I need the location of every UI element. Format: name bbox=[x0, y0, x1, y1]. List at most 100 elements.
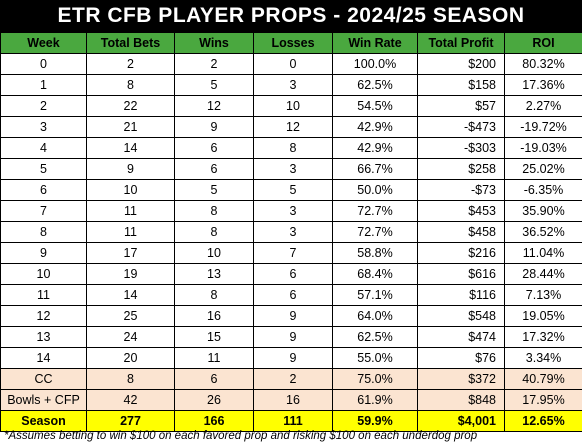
cell-total-bets: 11 bbox=[86, 200, 175, 222]
cell-total-bets: 8 bbox=[86, 74, 175, 96]
cell-total-bets: 17 bbox=[86, 242, 175, 264]
table-row: 1 8 5 3 62.5% $158 17.36% bbox=[0, 74, 582, 96]
cell-roi: 12.65% bbox=[504, 410, 582, 432]
cell-total-profit: $116 bbox=[417, 284, 505, 306]
cell-week: Season bbox=[0, 410, 87, 432]
cell-wins: 16 bbox=[174, 305, 254, 327]
cell-total-bets: 19 bbox=[86, 263, 175, 285]
col-header-wins: Wins bbox=[174, 32, 254, 54]
table-row: 9 17 10 7 58.8% $216 11.04% bbox=[0, 242, 582, 264]
cell-total-bets: 277 bbox=[86, 410, 175, 432]
cell-win-rate: 61.9% bbox=[332, 389, 418, 411]
cell-total-bets: 42 bbox=[86, 389, 175, 411]
table-row: 5 9 6 3 66.7% $258 25.02% bbox=[0, 158, 582, 180]
cell-win-rate: 42.9% bbox=[332, 116, 418, 138]
cell-roi: -19.03% bbox=[504, 137, 582, 159]
cell-wins: 10 bbox=[174, 242, 254, 264]
cell-win-rate: 75.0% bbox=[332, 368, 418, 390]
cell-week: 12 bbox=[0, 305, 87, 327]
table-row: 14 20 11 9 55.0% $76 3.34% bbox=[0, 347, 582, 369]
cell-week: 11 bbox=[0, 284, 87, 306]
season-total-row: Season 277 166 111 59.9% $4,001 12.65% bbox=[0, 410, 582, 432]
footnote: *Assumes betting to win $100 on each fav… bbox=[4, 430, 478, 442]
cell-wins: 6 bbox=[174, 368, 254, 390]
cell-roi: 36.52% bbox=[504, 221, 582, 243]
cell-roi: 80.32% bbox=[504, 53, 582, 75]
cell-week: 5 bbox=[0, 158, 87, 180]
cell-week: 8 bbox=[0, 221, 87, 243]
cell-total-profit: $258 bbox=[417, 158, 505, 180]
cell-roi: 11.04% bbox=[504, 242, 582, 264]
table-row: 6 10 5 5 50.0% -$73 -6.35% bbox=[0, 179, 582, 201]
cell-win-rate: 57.1% bbox=[332, 284, 418, 306]
col-header-losses: Losses bbox=[253, 32, 333, 54]
cell-roi: 19.05% bbox=[504, 305, 582, 327]
cell-total-bets: 9 bbox=[86, 158, 175, 180]
cell-losses: 8 bbox=[253, 137, 333, 159]
cell-total-bets: 25 bbox=[86, 305, 175, 327]
cell-week: 0 bbox=[0, 53, 87, 75]
cell-wins: 26 bbox=[174, 389, 254, 411]
cell-roi: 17.95% bbox=[504, 389, 582, 411]
table-title: ETR CFB PLAYER PROPS - 2024/25 SEASON bbox=[0, 0, 582, 32]
cell-week: 13 bbox=[0, 326, 87, 348]
cell-wins: 8 bbox=[174, 284, 254, 306]
cell-losses: 5 bbox=[253, 179, 333, 201]
cell-win-rate: 64.0% bbox=[332, 305, 418, 327]
cell-wins: 5 bbox=[174, 179, 254, 201]
cell-win-rate: 68.4% bbox=[332, 263, 418, 285]
table-row: 10 19 13 6 68.4% $616 28.44% bbox=[0, 263, 582, 285]
cell-total-profit: $158 bbox=[417, 74, 505, 96]
cell-losses: 3 bbox=[253, 74, 333, 96]
cell-week: 7 bbox=[0, 200, 87, 222]
cell-roi: 40.79% bbox=[504, 368, 582, 390]
cell-wins: 13 bbox=[174, 263, 254, 285]
cell-wins: 11 bbox=[174, 347, 254, 369]
cell-win-rate: 62.5% bbox=[332, 326, 418, 348]
cell-total-profit: $216 bbox=[417, 242, 505, 264]
cell-total-profit: -$73 bbox=[417, 179, 505, 201]
cell-total-bets: 8 bbox=[86, 368, 175, 390]
cell-roi: 28.44% bbox=[504, 263, 582, 285]
table-row: 8 11 8 3 72.7% $458 36.52% bbox=[0, 221, 582, 243]
cell-wins: 12 bbox=[174, 95, 254, 117]
cell-roi: 25.02% bbox=[504, 158, 582, 180]
cell-total-profit: $4,001 bbox=[417, 410, 505, 432]
cell-losses: 3 bbox=[253, 158, 333, 180]
cell-losses: 2 bbox=[253, 368, 333, 390]
cell-losses: 7 bbox=[253, 242, 333, 264]
cell-week: Bowls + CFP bbox=[0, 389, 87, 411]
cell-losses: 111 bbox=[253, 410, 333, 432]
cell-roi: 2.27% bbox=[504, 95, 582, 117]
cell-week: 10 bbox=[0, 263, 87, 285]
cell-losses: 3 bbox=[253, 200, 333, 222]
cell-win-rate: 58.8% bbox=[332, 242, 418, 264]
cell-total-bets: 10 bbox=[86, 179, 175, 201]
cell-losses: 9 bbox=[253, 326, 333, 348]
cell-losses: 16 bbox=[253, 389, 333, 411]
table-row: 3 21 9 12 42.9% -$473 -19.72% bbox=[0, 116, 582, 138]
cell-wins: 15 bbox=[174, 326, 254, 348]
cell-win-rate: 66.7% bbox=[332, 158, 418, 180]
cell-wins: 5 bbox=[174, 74, 254, 96]
cell-week: 9 bbox=[0, 242, 87, 264]
cell-win-rate: 59.9% bbox=[332, 410, 418, 432]
cell-losses: 12 bbox=[253, 116, 333, 138]
cell-total-profit: $458 bbox=[417, 221, 505, 243]
cell-total-profit: $548 bbox=[417, 305, 505, 327]
cell-wins: 2 bbox=[174, 53, 254, 75]
cell-total-profit: $474 bbox=[417, 326, 505, 348]
cell-week: 3 bbox=[0, 116, 87, 138]
cell-win-rate: 72.7% bbox=[332, 200, 418, 222]
cell-week: 2 bbox=[0, 95, 87, 117]
cell-total-bets: 11 bbox=[86, 221, 175, 243]
cell-total-profit: $372 bbox=[417, 368, 505, 390]
cell-losses: 9 bbox=[253, 305, 333, 327]
cell-total-profit: -$303 bbox=[417, 137, 505, 159]
postseason-row: CC 8 6 2 75.0% $372 40.79% bbox=[0, 368, 582, 390]
cell-total-bets: 20 bbox=[86, 347, 175, 369]
cell-losses: 10 bbox=[253, 95, 333, 117]
cell-roi: 17.32% bbox=[504, 326, 582, 348]
col-header-week: Week bbox=[0, 32, 87, 54]
cell-week: 4 bbox=[0, 137, 87, 159]
